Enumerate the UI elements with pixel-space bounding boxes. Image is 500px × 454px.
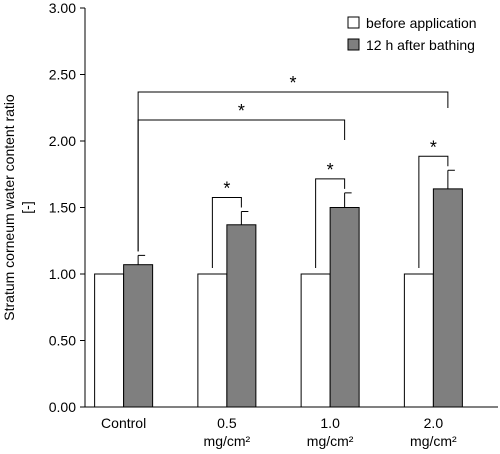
y-tick-label: 0.50 — [49, 333, 76, 349]
significance-star: * — [223, 178, 230, 198]
x-tick-label: 2.0 — [424, 415, 444, 431]
y-tick-label: 0.00 — [49, 399, 76, 415]
y-tick-label: 2.50 — [49, 67, 76, 83]
y-tick-label: 1.00 — [49, 266, 76, 282]
bar-before-3 — [403, 273, 434, 408]
bar-after-3 — [432, 188, 463, 408]
bar-after-0 — [123, 264, 154, 408]
significance-bracket — [418, 155, 449, 268]
significance-star: * — [430, 137, 437, 157]
bar-before-0 — [94, 273, 125, 408]
x-tick-label: Control — [101, 415, 146, 431]
x-tick-unit: mg/cm² — [307, 433, 354, 449]
significance-bracket — [211, 196, 242, 268]
bar-after-1 — [226, 224, 257, 408]
significance-star: * — [238, 101, 245, 121]
y-tick-label: 3.00 — [49, 0, 76, 16]
legend-label: 12 h after bathing — [366, 37, 475, 53]
bar-before-1 — [197, 273, 228, 408]
legend-label: before application — [366, 15, 477, 31]
x-tick-unit: mg/cm² — [204, 433, 251, 449]
bar-after-2 — [329, 207, 360, 408]
x-tick-label: 1.0 — [320, 415, 340, 431]
legend-swatch — [347, 38, 360, 51]
significance-bracket — [137, 91, 449, 252]
legend-swatch — [347, 16, 360, 29]
x-tick-label: 0.5 — [217, 415, 237, 431]
significance-star: * — [289, 73, 296, 93]
significance-star: * — [327, 160, 334, 180]
y-axis-unit: [-] — [19, 201, 35, 213]
y-tick-label: 1.50 — [49, 200, 76, 216]
x-tick-unit: mg/cm² — [410, 433, 457, 449]
significance-bracket — [315, 178, 346, 268]
bar-before-2 — [300, 273, 331, 408]
y-axis-label: Stratum corneum water content ratio — [1, 94, 17, 321]
y-tick-label: 2.00 — [49, 133, 76, 149]
